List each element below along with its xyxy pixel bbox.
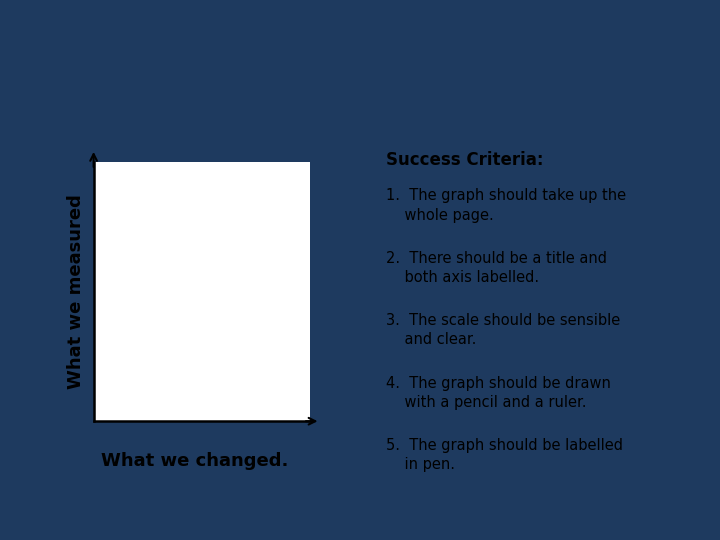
Text: 5.  The graph should be labelled
    in pen.: 5. The graph should be labelled in pen.: [386, 438, 624, 472]
Y-axis label: What we measured: What we measured: [67, 194, 85, 389]
Text: 4.  The graph should be drawn
    with a pencil and a ruler.: 4. The graph should be drawn with a penc…: [386, 376, 611, 410]
Text: 2.  There should be a title and
    both axis labelled.: 2. There should be a title and both axis…: [386, 251, 607, 285]
Text: 3.  The scale should be sensible
    and clear.: 3. The scale should be sensible and clea…: [386, 313, 621, 347]
Text: Plotting a scatter graph.: Plotting a scatter graph.: [109, 43, 611, 77]
Text: Success Criteria:: Success Criteria:: [386, 151, 544, 168]
Text: What we changed.: What we changed.: [101, 451, 288, 470]
Text: 1.  The graph should take up the
    whole page.: 1. The graph should take up the whole pa…: [386, 188, 626, 222]
